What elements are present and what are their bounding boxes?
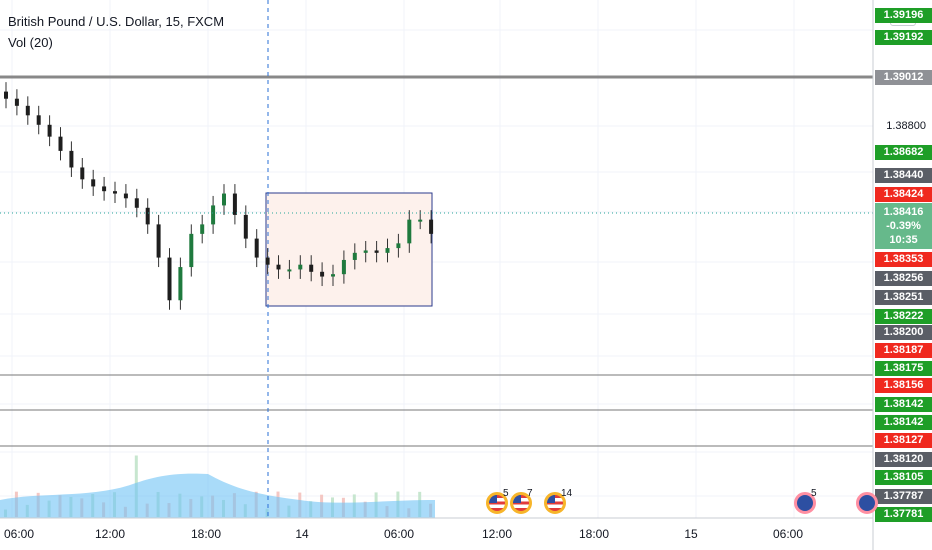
candle-body — [385, 248, 390, 253]
horizontal-levels — [0, 75, 873, 447]
candle-body — [374, 250, 379, 253]
us-flag-icon[interactable] — [486, 492, 508, 514]
event-count: 14 — [561, 488, 573, 499]
candle-body — [134, 198, 139, 208]
time-axis-label: 15 — [684, 527, 698, 541]
us-flag-icon[interactable] — [510, 492, 532, 514]
price-tag: 1.39192 — [875, 30, 932, 45]
price-tag: 1.38105 — [875, 470, 932, 485]
candle-body — [363, 250, 368, 253]
price-tag: 1.38424 — [875, 187, 932, 202]
event-count: 5 — [811, 488, 817, 499]
event-count: 7 — [527, 488, 533, 499]
range-rectangle[interactable] — [265, 192, 433, 307]
price-tag: 1.38127 — [875, 433, 932, 448]
time-axis-label: 12:00 — [94, 527, 126, 541]
candle-body — [113, 191, 117, 194]
time-axis-label: 18:00 — [190, 527, 222, 541]
uk-flag-icon[interactable] — [794, 492, 816, 514]
time-axis-label: 06:00 — [3, 527, 35, 541]
candle-body — [102, 186, 107, 192]
candle-body — [298, 264, 303, 270]
bar-countdown: 10:35 — [889, 234, 918, 246]
candle-body — [352, 252, 357, 260]
price-tag: 1.38156 — [875, 378, 932, 393]
candle-body — [91, 179, 96, 187]
price-axis-label: 1.38800 — [886, 120, 926, 132]
current-price-tag: 1.38416 -0.39% 10:35 — [875, 203, 932, 249]
candle-body — [156, 224, 161, 258]
candle-body — [222, 193, 226, 206]
candle-body — [69, 150, 74, 168]
candle-body — [309, 264, 314, 272]
candle-body — [189, 233, 194, 268]
candle-body — [80, 167, 85, 180]
current-price: 1.38416 — [883, 206, 924, 218]
us-flag-icon[interactable] — [544, 492, 566, 514]
candle-body — [341, 259, 346, 275]
candle-body — [200, 224, 205, 234]
uk-flag-icon[interactable] — [856, 492, 878, 514]
time-axis-label: 06:00 — [772, 527, 804, 541]
volume-indicator-label[interactable]: Vol (20) — [8, 35, 53, 50]
price-tag: 1.37781 — [875, 507, 932, 522]
candle-body — [276, 264, 281, 270]
candle-body — [407, 219, 412, 244]
price-tag: 1.38353 — [875, 252, 932, 267]
price-tag: 1.39196 — [875, 8, 932, 23]
candle-body — [265, 257, 270, 265]
candle-body — [167, 257, 172, 301]
event-count: 5 — [503, 488, 509, 499]
current-change: -0.39% — [886, 220, 921, 232]
candle-body — [331, 274, 335, 277]
symbol-title[interactable]: British Pound / U.S. Dollar, 15, FXCM — [8, 14, 225, 29]
candle-body — [58, 136, 63, 151]
price-tag: 1.38142 — [875, 397, 932, 412]
time-axis-label: 06:00 — [383, 527, 415, 541]
candle-body — [123, 193, 128, 199]
candle-body — [145, 207, 150, 225]
candle-body — [232, 193, 237, 215]
candlesticks — [4, 82, 434, 310]
candle-body — [178, 267, 183, 301]
chart-legend: British Pound / U.S. Dollar, 15, FXCM Vo… — [8, 11, 224, 53]
price-tag: 1.38682 — [875, 145, 932, 160]
time-axis-label: 12:00 — [481, 527, 513, 541]
price-tag: 1.38222 — [875, 309, 932, 324]
candle-body — [47, 124, 52, 137]
price-tag: 1.38256 — [875, 271, 932, 286]
candle-body — [25, 105, 30, 116]
candle-body — [320, 271, 325, 277]
candle-body — [418, 219, 423, 222]
candle-body — [396, 243, 401, 249]
price-tag: 1.38251 — [875, 290, 932, 305]
price-tag: 1.38440 — [875, 168, 932, 183]
volume-ma-area — [0, 473, 435, 518]
candle-body — [211, 205, 216, 225]
candle-body — [14, 98, 19, 106]
price-tag: 1.39012 — [875, 70, 932, 85]
candle-body — [429, 219, 434, 234]
candle-body — [36, 115, 41, 125]
candle-body — [4, 91, 8, 99]
price-tag: 1.38200 — [875, 325, 932, 340]
price-tag: 1.38175 — [875, 361, 932, 376]
candle-body — [254, 238, 259, 258]
price-tag: 1.38120 — [875, 452, 932, 467]
price-tag: 1.38187 — [875, 343, 932, 358]
price-tag: 1.37787 — [875, 489, 932, 504]
time-axis-label: 14 — [295, 527, 309, 541]
candle-body — [287, 269, 292, 272]
candle-body — [243, 214, 248, 239]
volume-histogram — [0, 455, 435, 518]
time-axis-label: 18:00 — [578, 527, 610, 541]
price-tag: 1.38142 — [875, 415, 932, 430]
